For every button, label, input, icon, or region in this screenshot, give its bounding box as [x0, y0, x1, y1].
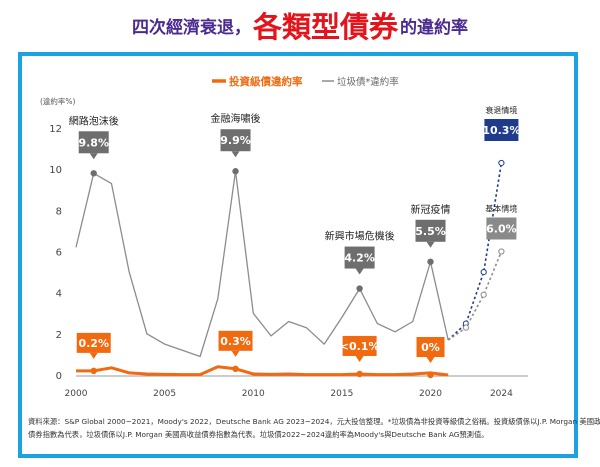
low-marker: [356, 370, 363, 378]
scenario-value: 10.3%: [482, 124, 520, 137]
y-tick-label: 8: [56, 206, 62, 217]
callout-pointer: [355, 268, 364, 275]
low-marker: [90, 367, 97, 375]
footnote-line-2: 債券指數為代表，垃圾債係以J.P. Morgan 美國高收益債券指數為代表。垃圾…: [28, 430, 489, 439]
low-marker: [427, 371, 434, 379]
callout-box: [220, 129, 251, 152]
y-tick-label: 2: [56, 330, 62, 341]
x-tick-label: 2015: [330, 389, 353, 399]
low-marker: [232, 365, 239, 373]
legend-label-junk: 垃圾債*違約率: [337, 76, 399, 88]
callout-label: 新興市場危機後: [325, 230, 395, 243]
callout-value: <0.1%: [340, 340, 380, 353]
footnote: 資料來源：S&P Global 2000~2021，Moody's 2022，D…: [28, 415, 600, 441]
scenario-box: [484, 118, 519, 141]
peak-marker: [356, 285, 363, 292]
callout-box: [416, 337, 445, 357]
y-tick-label: 4: [56, 289, 62, 300]
callout-value: 0%: [421, 341, 440, 354]
y-tick-label: 12: [49, 124, 62, 135]
forecast-point: [498, 248, 505, 255]
forecast-point: [462, 324, 470, 331]
title-part-2: 各類型債券: [252, 10, 398, 44]
callout-label: 網路泡沫後: [69, 114, 119, 127]
callout-label: 新冠疫情: [411, 203, 451, 216]
callout-box: [344, 246, 375, 269]
callout-pointer: [426, 357, 435, 363]
callout-box: [78, 131, 109, 154]
callout-value: 5.5%: [415, 225, 446, 238]
y-tick-label: 10: [49, 165, 62, 176]
callout-box: [76, 332, 111, 353]
series-line-investment-grade: [76, 365, 449, 377]
callout-value: 0.3%: [220, 335, 251, 348]
callout-box: [218, 330, 253, 351]
peak-marker: [232, 168, 239, 175]
callout-value: 9.9%: [220, 134, 251, 147]
forecast-point: [498, 159, 505, 167]
series-line-base-scenario: [447, 251, 503, 341]
forecast-point: [480, 291, 487, 298]
x-tick-label: 2020: [419, 389, 442, 399]
x-tick-label: 2000: [65, 389, 88, 399]
scenario-label: 衰退情境: [485, 105, 517, 115]
page-title: 四次經濟衰退，各類型債券 的違約率: [0, 4, 600, 50]
title-part-1: 四次經濟衰退，: [131, 18, 251, 38]
callout-value: 0.2%: [78, 337, 109, 350]
x-tick-label: 2010: [242, 389, 265, 399]
y-tick-label: 0: [56, 371, 62, 382]
callout-pointer: [426, 241, 435, 248]
callout-pointer: [355, 355, 364, 362]
y-tick-label: 6: [56, 248, 62, 259]
scenario-box: [486, 217, 517, 240]
series-line-recession-scenario: [447, 162, 503, 341]
callout-box: [415, 219, 446, 242]
callout-label: 金融海嘯後: [211, 112, 261, 125]
callout-pointer: [231, 151, 240, 158]
callout-value: 4.2%: [344, 252, 375, 265]
footnote-line-1: 資料來源：S&P Global 2000~2021，Moody's 2022，D…: [28, 417, 600, 426]
callout-box: [342, 335, 377, 356]
legend-label-investment-grade: 投資級債違約率: [229, 75, 303, 88]
y-axis-label: (違約率%): [40, 96, 76, 106]
peak-marker: [90, 170, 97, 177]
x-tick-label: 2005: [153, 389, 176, 399]
forecast-point: [480, 268, 487, 276]
series-line-junk: [75, 170, 449, 358]
callout-pointer: [89, 352, 98, 359]
callout-value: 9.8%: [78, 136, 109, 149]
scenario-label: 基本情境: [485, 204, 517, 214]
callout-pointer: [89, 153, 98, 160]
peak-marker: [427, 258, 434, 265]
callout-pointer: [231, 350, 240, 357]
x-tick-label: 2024: [490, 389, 513, 399]
scenario-value: 6.0%: [486, 223, 517, 236]
title-part-3: 的違約率: [400, 18, 468, 38]
